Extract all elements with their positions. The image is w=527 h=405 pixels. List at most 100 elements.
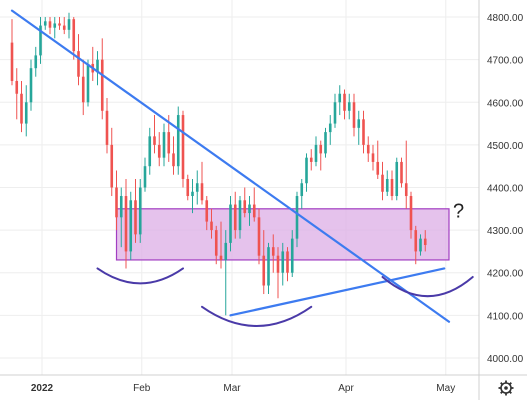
candle-body: [172, 153, 175, 167]
candle-body: [15, 80, 19, 94]
candle-body: [29, 68, 33, 103]
candle-body: [214, 230, 218, 256]
arc-middle: [201, 305, 313, 327]
x-tick-label: Feb: [133, 383, 151, 394]
y-tick-label: 4300.00: [487, 226, 524, 237]
candle-body: [219, 255, 223, 260]
x-axis: 2022 Feb Mar Apr May: [0, 374, 527, 394]
candle-body: [96, 59, 99, 73]
candle-body: [81, 76, 85, 103]
candle-body: [400, 161, 403, 184]
candle-body: [86, 63, 90, 103]
x-tick-label: May: [436, 383, 455, 394]
candle-body: [43, 21, 47, 26]
candle-body: [195, 183, 199, 192]
candle-body: [176, 115, 180, 167]
candle-body: [191, 191, 194, 197]
x-tick-label: 2022: [31, 383, 54, 394]
candles-layer: [10, 12, 427, 316]
trendlines-layer: [10, 9, 451, 323]
y-tick-label: 4100.00: [487, 311, 524, 322]
candle-body: [224, 242, 228, 260]
candle-body: [347, 102, 351, 111]
candle-body: [134, 200, 137, 235]
annotations-layer: ?: [453, 200, 464, 222]
y-tick-label: 4200.00: [487, 269, 524, 280]
candle-body: [409, 196, 413, 231]
candle-body: [252, 204, 256, 218]
gear-tooth[interactable]: [508, 382, 512, 386]
y-tick-label: 4600.00: [487, 98, 524, 109]
question-mark-annotation: ?: [453, 200, 464, 222]
candle-body: [210, 221, 213, 231]
candle-body: [48, 21, 52, 28]
candle-body: [319, 144, 323, 154]
candle-body: [72, 19, 76, 52]
candle-body: [262, 255, 266, 286]
x-tick-label: Apr: [338, 383, 354, 394]
gear-tooth[interactable]: [508, 390, 512, 394]
settings-gear-icon[interactable]: [498, 380, 514, 396]
candle-body: [34, 55, 38, 69]
candle-body: [67, 19, 71, 30]
y-tick-label: 4500.00: [487, 141, 524, 152]
candle-body: [366, 144, 370, 154]
candle-body: [390, 178, 394, 197]
gear-tooth[interactable]: [500, 382, 504, 386]
candle-body: [148, 136, 152, 167]
candle-body: [243, 200, 247, 214]
candle-body: [143, 166, 147, 188]
y-tick-label: 4400.00: [487, 184, 524, 195]
candle-body: [281, 251, 285, 273]
candle-body: [205, 200, 209, 222]
candle-body: [271, 247, 275, 256]
candle-body: [385, 178, 389, 192]
candle-body: [124, 196, 128, 252]
arcs-layer: [96, 267, 474, 327]
candle-body: [343, 93, 346, 111]
candle-body: [290, 238, 294, 273]
candle-body: [286, 251, 289, 273]
gear-hub[interactable]: [504, 386, 508, 390]
candle-body: [376, 161, 380, 175]
candle-body: [404, 183, 408, 197]
candle-body: [238, 200, 242, 231]
candle-body: [77, 51, 80, 77]
candle-body: [186, 178, 190, 197]
y-tick-label: 4800.00: [487, 13, 524, 24]
candle-body: [381, 174, 384, 192]
y-tick-label: 4700.00: [487, 56, 524, 67]
candle-body: [352, 102, 356, 128]
candle-body: [419, 238, 422, 252]
candle-body: [62, 25, 66, 30]
candle-body: [153, 136, 156, 145]
candle-body: [295, 196, 299, 239]
candle-body: [167, 132, 171, 154]
candle-body: [328, 123, 332, 133]
candle-body: [20, 93, 23, 124]
candle-body: [100, 59, 104, 111]
candle-body: [257, 217, 261, 256]
candle-body: [333, 102, 337, 124]
y-axis: 4000.00 4100.00 4200.00 4300.00 4400.00 4500.…: [478, 0, 524, 400]
candle-body: [115, 187, 118, 218]
gear-tooth[interactable]: [500, 390, 504, 394]
candle-body: [53, 23, 57, 28]
candle-body: [324, 132, 327, 154]
falling-trendline: [10, 9, 451, 323]
candle-body: [414, 230, 418, 252]
rising-support-line: [229, 267, 446, 317]
candle-body: [300, 183, 304, 197]
y-tick-label: 4000.00: [487, 354, 524, 365]
candle-body: [105, 110, 109, 145]
candle-body: [110, 144, 114, 188]
candle-body: [119, 196, 123, 218]
candle-body: [157, 144, 161, 158]
candle-body: [276, 255, 280, 273]
candle-body: [138, 187, 142, 235]
candle-body: [267, 247, 270, 286]
candle-body: [162, 132, 166, 158]
candle-body: [338, 93, 342, 103]
